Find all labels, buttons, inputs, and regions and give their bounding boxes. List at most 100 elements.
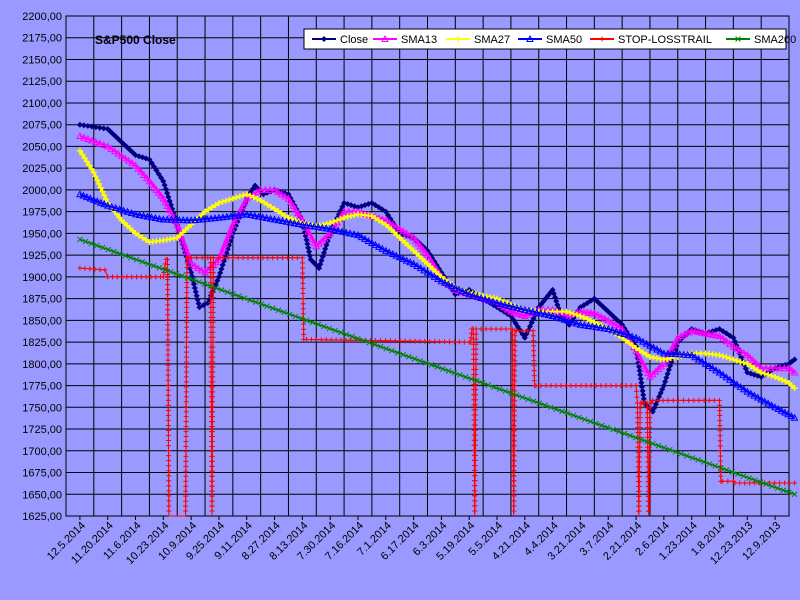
data-point — [123, 207, 132, 215]
data-point — [377, 343, 384, 350]
data-point — [209, 483, 215, 489]
data-point — [300, 296, 306, 302]
data-point — [417, 338, 423, 344]
data-point — [341, 214, 348, 221]
data-point — [313, 337, 319, 343]
data-point — [511, 468, 517, 474]
data-point — [167, 215, 176, 223]
data-point — [300, 285, 306, 291]
data-point — [291, 205, 300, 213]
data-point — [100, 200, 109, 208]
data-point — [219, 213, 227, 221]
data-point — [576, 320, 585, 328]
data-point — [650, 397, 656, 403]
data-point — [661, 444, 667, 451]
data-point — [663, 349, 672, 357]
data-point — [511, 428, 517, 434]
data-point — [326, 224, 335, 233]
data-point — [412, 236, 420, 244]
data-point — [103, 201, 112, 209]
data-point — [751, 358, 760, 366]
data-point — [777, 406, 786, 414]
data-point — [150, 182, 158, 191]
data-point — [105, 274, 111, 280]
data-point — [233, 194, 240, 201]
data-point — [300, 321, 306, 327]
data-point — [718, 458, 724, 464]
y-tick-label: 1650,00 — [22, 489, 62, 501]
data-point — [165, 262, 171, 268]
data-point — [209, 493, 215, 499]
data-point — [653, 345, 661, 353]
data-point — [780, 408, 789, 416]
data-point — [637, 459, 643, 465]
data-point — [568, 383, 574, 389]
data-point — [530, 338, 536, 344]
data-point — [265, 255, 271, 261]
data-point — [782, 378, 789, 385]
data-point — [780, 364, 789, 372]
data-point — [338, 227, 346, 235]
data-point — [139, 258, 146, 265]
data-point — [511, 473, 517, 479]
data-point — [357, 233, 366, 241]
data-point — [637, 425, 643, 431]
data-point — [667, 349, 676, 357]
series-lines — [76, 121, 799, 517]
data-point — [165, 292, 171, 298]
data-point — [337, 329, 344, 336]
data-point — [496, 386, 503, 392]
data-point — [388, 220, 397, 228]
data-point — [326, 325, 333, 332]
data-point — [167, 268, 174, 275]
data-point — [790, 368, 799, 376]
y-tick-label: 1775,00 — [22, 381, 62, 393]
data-point — [171, 215, 180, 223]
data-point — [166, 443, 172, 449]
data-point — [722, 337, 731, 345]
data-point — [183, 419, 189, 425]
data-point — [300, 280, 306, 286]
data-point — [242, 194, 251, 202]
data-point — [639, 383, 646, 390]
data-point — [780, 487, 787, 494]
data-point — [672, 448, 679, 455]
data-point — [542, 402, 548, 409]
data-point — [209, 429, 215, 435]
data-point — [209, 458, 215, 464]
data-point — [165, 372, 171, 378]
data-point — [600, 314, 609, 322]
data-point — [461, 339, 467, 345]
data-point — [293, 209, 302, 217]
data-point — [666, 446, 673, 453]
data-point — [215, 199, 222, 206]
data-point — [209, 448, 215, 454]
data-point — [647, 420, 653, 426]
data-point — [210, 339, 216, 345]
data-point — [351, 212, 358, 219]
data-point — [472, 473, 478, 479]
data-point — [519, 394, 526, 401]
data-point — [157, 191, 165, 199]
data-point — [154, 188, 163, 196]
data-point — [417, 357, 424, 364]
data-point — [775, 364, 784, 372]
data-point — [304, 336, 310, 342]
data-point — [447, 282, 456, 290]
data-point — [184, 275, 191, 281]
data-point — [209, 478, 215, 484]
data-point — [252, 182, 259, 189]
data-point — [768, 372, 775, 379]
data-point — [256, 185, 265, 193]
data-point — [210, 255, 216, 261]
data-point — [395, 253, 404, 261]
legend-item: Close — [312, 34, 368, 46]
data-point — [618, 383, 624, 389]
data-point — [656, 347, 665, 355]
data-point — [512, 403, 518, 409]
data-point — [88, 123, 95, 130]
data-point — [647, 434, 653, 440]
data-point — [491, 384, 497, 390]
data-point — [294, 255, 300, 261]
data-point — [563, 308, 570, 315]
